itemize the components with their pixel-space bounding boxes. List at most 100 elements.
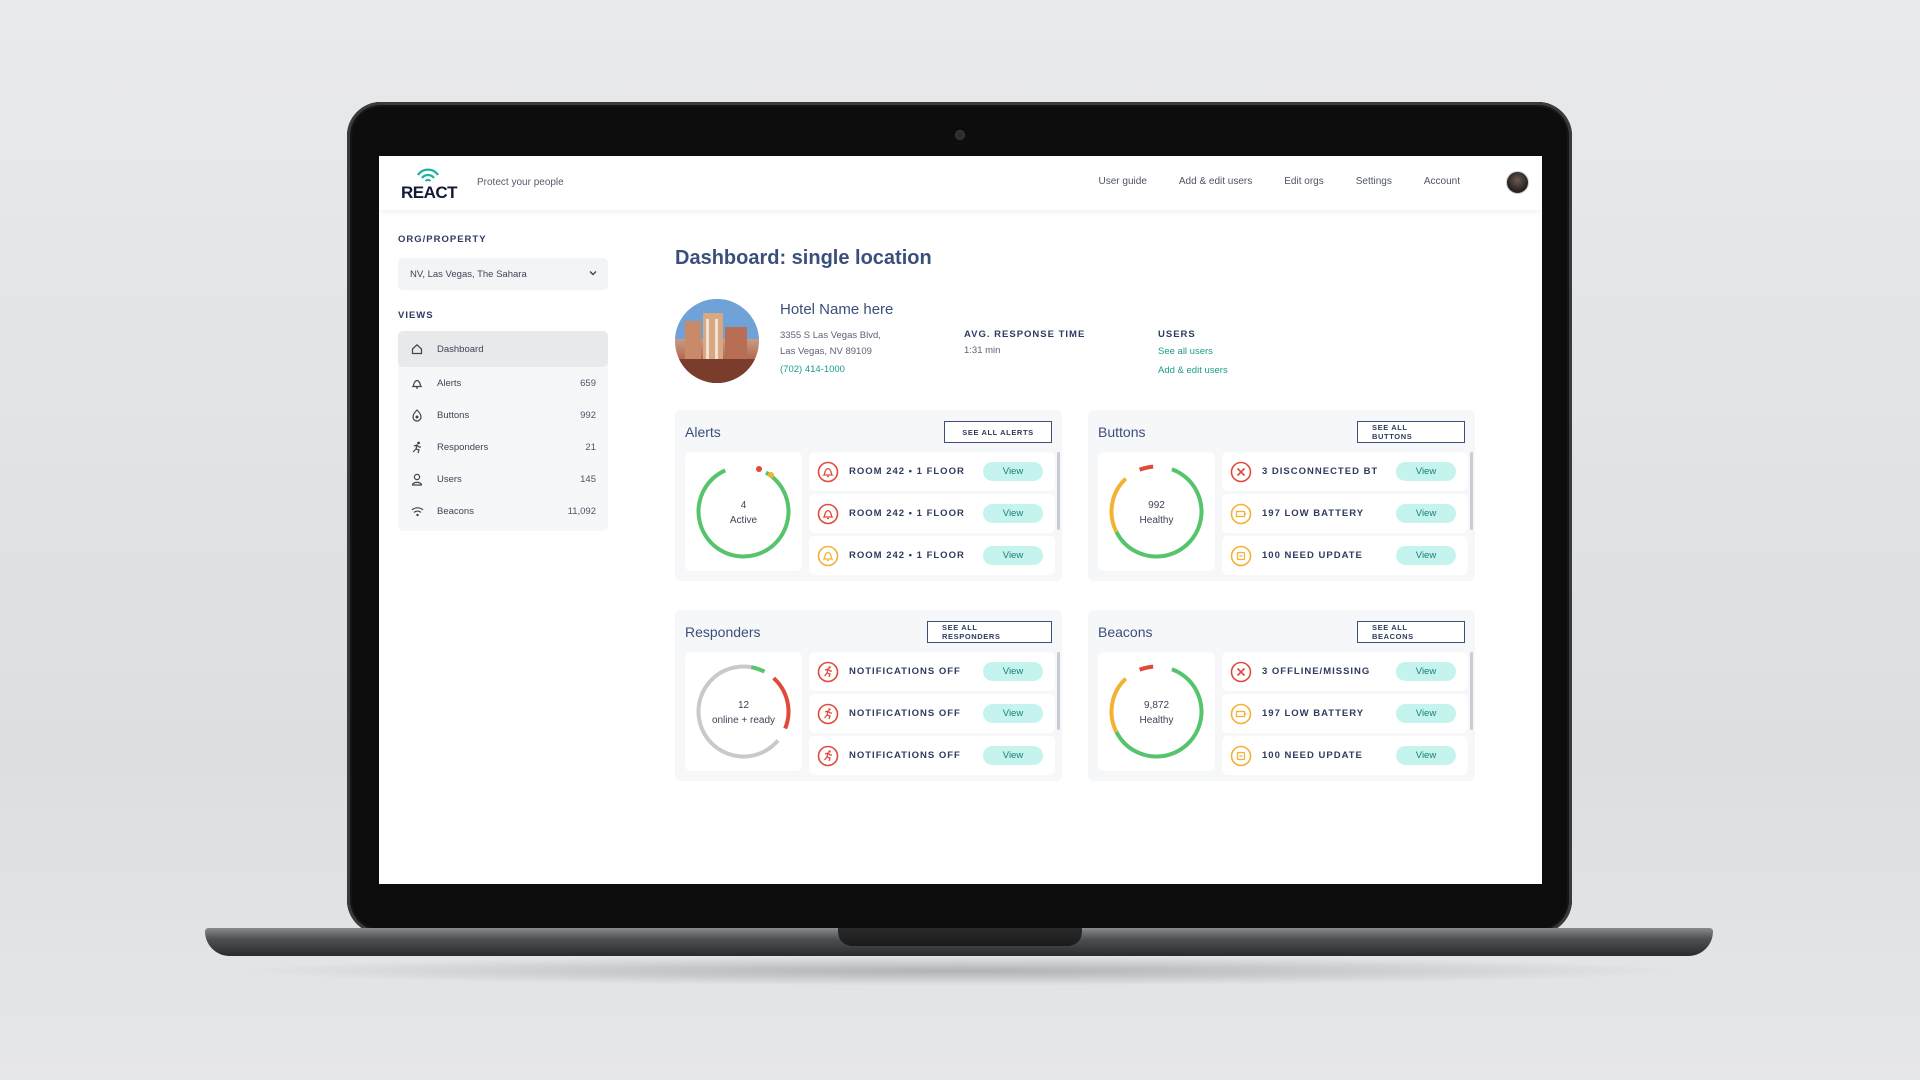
card-title: Alerts <box>685 424 721 440</box>
view-button[interactable]: View <box>983 504 1043 523</box>
sidebar-item-label: Users <box>437 473 462 485</box>
org-property-select[interactable]: NV, Las Vegas, The Sahara <box>398 258 608 290</box>
list-item: NOTIFICATIONS OFF View <box>809 736 1055 775</box>
view-button[interactable]: View <box>983 704 1043 723</box>
sidebar-item-responders[interactable]: Responders 21 <box>398 431 608 463</box>
sidebar: ORG/PROPERTY NV, Las Vegas, The Sahara V… <box>398 234 608 531</box>
sidebar-item-count: 11,092 <box>567 505 596 517</box>
view-button[interactable]: View <box>983 462 1043 481</box>
view-button[interactable]: View <box>983 662 1043 681</box>
list-item: 100 NEED UPDATE View <box>1222 736 1468 775</box>
beacons-ring: 9,872 Healthy <box>1098 652 1215 771</box>
ring-chart <box>1109 464 1204 559</box>
update-icon <box>1230 745 1252 767</box>
view-button[interactable]: View <box>1396 546 1456 565</box>
app-screen: REACT Protect your people User guide Add… <box>379 156 1542 884</box>
sidebar-item-count: 145 <box>580 473 596 485</box>
scrollbar[interactable] <box>1057 652 1060 730</box>
ring-caption: online + ready <box>711 715 776 726</box>
nav-settings[interactable]: Settings <box>1355 176 1392 187</box>
responders-list: NOTIFICATIONS OFF View NOTIFICATIONS OFF… <box>809 652 1055 778</box>
user-avatar[interactable] <box>1506 171 1529 194</box>
runner-icon <box>410 440 424 454</box>
ring-caption: Healthy <box>1139 715 1174 726</box>
card-title: Responders <box>685 624 761 640</box>
views-list: Dashboard Alerts 659 Buttons 992 Respond… <box>398 331 608 531</box>
nav-edit-orgs[interactable]: Edit orgs <box>1284 176 1324 187</box>
view-button[interactable]: View <box>1396 662 1456 681</box>
sidebar-item-label: Alerts <box>437 377 462 389</box>
list-item-label: 3 OFFLINE/MISSING <box>1262 666 1371 677</box>
nav-user-guide[interactable]: User guide <box>1098 176 1147 187</box>
button-device-icon <box>410 408 424 422</box>
signal-waves-icon <box>417 168 439 182</box>
x-circle-icon <box>1230 661 1252 683</box>
view-button[interactable]: View <box>1396 504 1456 523</box>
list-item-label: 3 DISCONNECTED BT <box>1262 466 1379 477</box>
laptop-notch <box>838 928 1082 946</box>
nav-add-edit-users[interactable]: Add & edit users <box>1178 176 1253 187</box>
list-item: 3 OFFLINE/MISSING View <box>1222 652 1468 691</box>
alerts-card: Alerts SEE ALL ALERTS 4 Active ROOM 242 … <box>675 410 1062 581</box>
bell-icon <box>410 376 424 390</box>
ring-caption: Active <box>729 515 758 526</box>
sidebar-item-label: Responders <box>437 441 489 453</box>
sidebar-item-beacons[interactable]: Beacons 11,092 <box>398 495 608 527</box>
see-all-beacons-button[interactable]: SEE ALL BEACONS <box>1357 621 1465 643</box>
org-property-value: NV, Las Vegas, The Sahara <box>410 268 527 280</box>
list-item-label: NOTIFICATIONS OFF <box>849 750 961 761</box>
responders-card: Responders SEE ALL RESPONDERS 12 online … <box>675 610 1062 781</box>
hotel-phone[interactable]: (702) 414-1000 <box>780 364 845 375</box>
top-navbar: REACT Protect your people User guide Add… <box>379 156 1542 210</box>
list-item: 197 LOW BATTERY View <box>1222 694 1468 733</box>
sidebar-item-dashboard[interactable]: Dashboard <box>398 331 608 367</box>
sidebar-item-alerts[interactable]: Alerts 659 <box>398 367 608 399</box>
see-all-responders-button[interactable]: SEE ALL RESPONDERS <box>927 621 1052 643</box>
ring-value: 992 <box>1148 500 1165 511</box>
beacons-card: Beacons SEE ALL BEACONS 9,872 Healthy 3 … <box>1088 610 1475 781</box>
webcam <box>955 130 965 140</box>
runner-alert-icon <box>817 745 839 767</box>
see-all-buttons-button[interactable]: SEE ALL BUTTONS <box>1357 421 1465 443</box>
hotel-address: 3355 S Las Vegas Blvd, Las Vegas, NV 891… <box>780 328 881 360</box>
nav-account[interactable]: Account <box>1423 176 1460 187</box>
view-button[interactable]: View <box>1396 746 1456 765</box>
x-circle-icon <box>1230 461 1252 483</box>
scrollbar[interactable] <box>1470 452 1473 530</box>
list-item-label: NOTIFICATIONS OFF <box>849 666 961 677</box>
ring-chart <box>696 464 791 559</box>
wifi-icon <box>410 504 424 518</box>
scrollbar[interactable] <box>1470 652 1473 730</box>
views-label: VIEWS <box>398 310 434 321</box>
runner-alert-icon <box>817 661 839 683</box>
sidebar-item-users[interactable]: Users 145 <box>398 463 608 495</box>
list-item: 197 LOW BATTERY View <box>1222 494 1468 533</box>
view-button[interactable]: View <box>983 546 1043 565</box>
see-all-users-link[interactable]: See all users <box>1158 346 1213 357</box>
hotel-photo <box>675 299 759 383</box>
add-edit-users-link[interactable]: Add & edit users <box>1158 365 1228 376</box>
sidebar-item-label: Buttons <box>437 409 470 421</box>
logo-text: REACT <box>401 183 458 202</box>
hotel-address-line1: 3355 S Las Vegas Blvd, <box>780 330 881 341</box>
home-icon <box>410 342 424 356</box>
buttons-ring: 992 Healthy <box>1098 452 1215 571</box>
view-button[interactable]: View <box>1396 462 1456 481</box>
runner-alert-icon <box>817 703 839 725</box>
card-title: Buttons <box>1098 424 1146 440</box>
ring-caption: Healthy <box>1139 515 1174 526</box>
laptop-shadow <box>230 956 1690 986</box>
react-logo[interactable]: REACT <box>401 166 458 202</box>
page-title: Dashboard: single location <box>675 247 932 269</box>
scrollbar[interactable] <box>1057 452 1060 530</box>
chevron-down-icon <box>589 271 597 276</box>
list-item-label: 197 LOW BATTERY <box>1262 508 1365 519</box>
view-button[interactable]: View <box>983 746 1043 765</box>
see-all-alerts-button[interactable]: SEE ALL ALERTS <box>944 421 1052 443</box>
view-button[interactable]: View <box>1396 704 1456 723</box>
buttons-list: 3 DISCONNECTED BT View 197 LOW BATTERY V… <box>1222 452 1468 578</box>
tagline: Protect your people <box>477 177 564 188</box>
sidebar-item-buttons[interactable]: Buttons 992 <box>398 399 608 431</box>
update-icon <box>1230 545 1252 567</box>
top-nav: User guide Add & edit users Edit orgs Se… <box>1067 176 1460 187</box>
